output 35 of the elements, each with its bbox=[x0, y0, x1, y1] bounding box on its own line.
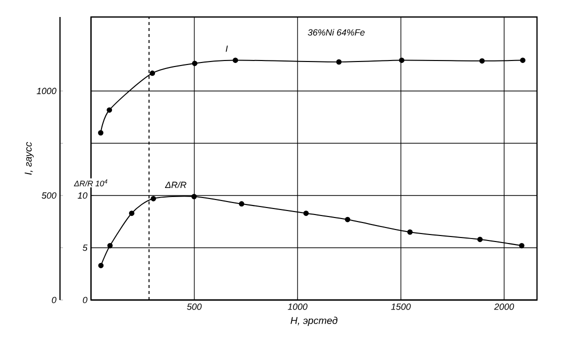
point bbox=[232, 58, 238, 63]
point bbox=[477, 236, 483, 242]
point bbox=[192, 60, 198, 66]
point bbox=[520, 58, 526, 63]
point bbox=[399, 58, 404, 63]
x-tick-label: 2000 bbox=[494, 304, 514, 310]
x-axis-title: H, эрстед bbox=[290, 316, 338, 326]
annotation: 36%Ni 64%Fe bbox=[308, 29, 365, 36]
series-label: ΔR/R bbox=[164, 181, 186, 188]
y2-tick-label: 5 bbox=[82, 244, 88, 251]
point bbox=[191, 194, 197, 200]
y-tick-label: 500 bbox=[42, 192, 56, 199]
y-tick-label: 0 bbox=[52, 296, 56, 304]
x-tick-label: 1000 bbox=[288, 304, 308, 310]
x-tick-label: 1500 bbox=[391, 304, 411, 310]
point bbox=[238, 201, 244, 207]
point bbox=[107, 242, 113, 248]
y2-tick-label: 10 bbox=[78, 192, 88, 199]
x-tick-label: 500 bbox=[187, 304, 202, 310]
point bbox=[519, 242, 524, 248]
point bbox=[303, 210, 309, 216]
point bbox=[129, 210, 134, 216]
point bbox=[407, 229, 413, 235]
point bbox=[98, 130, 104, 136]
point bbox=[344, 216, 350, 222]
point bbox=[479, 58, 485, 64]
point bbox=[150, 196, 156, 202]
y-tick-label: 1000 bbox=[36, 88, 56, 94]
y2-tick-label: 0 bbox=[82, 296, 88, 304]
point bbox=[98, 262, 104, 268]
point bbox=[150, 70, 156, 76]
point bbox=[106, 107, 112, 113]
series-label: I bbox=[226, 46, 228, 52]
y-axis-title: I, гаусс bbox=[24, 142, 34, 175]
point bbox=[336, 59, 342, 65]
